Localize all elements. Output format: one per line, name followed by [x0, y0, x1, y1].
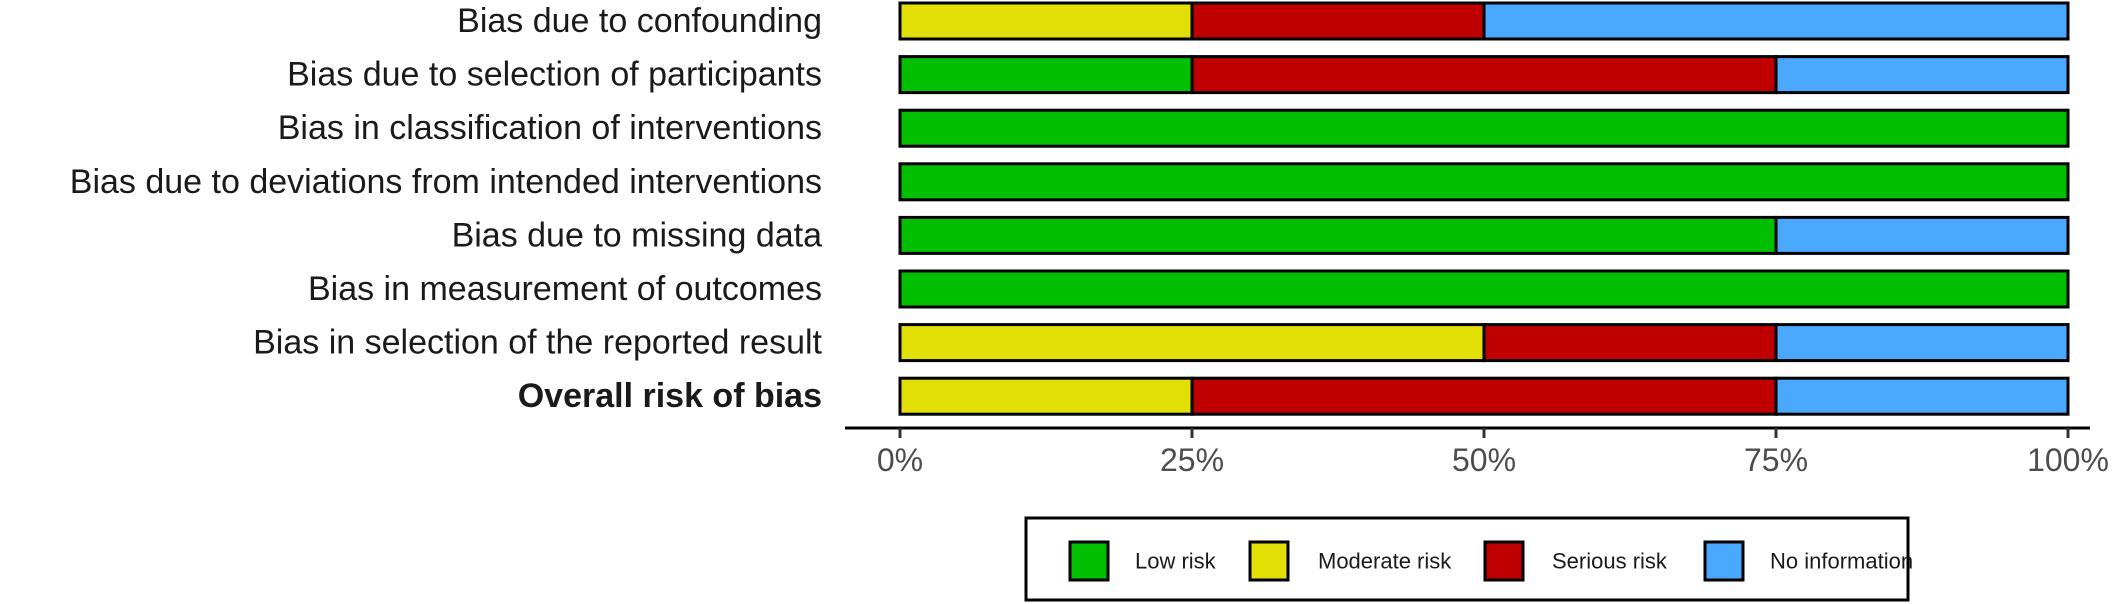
bar-segment-serious-risk-2 — [1190, 55, 1778, 95]
bar-segment-serious-risk-1 — [1190, 1, 1486, 41]
bar-segment-low-risk-6 — [898, 269, 2070, 309]
legend-key-moderate-risk — [1248, 540, 1290, 582]
x-tick-label-25: 25% — [1160, 442, 1224, 478]
legend-label-serious-risk: Serious risk — [1552, 549, 1668, 574]
legend-label-no-information: No information — [1770, 549, 1913, 574]
category-labels: Bias due to confounding Bias due to selec… — [70, 2, 823, 415]
bar-segment-no-information-5 — [1774, 215, 2070, 255]
bar-segment-serious-risk-8 — [1190, 376, 1778, 416]
x-tick-label-50: 50% — [1452, 442, 1516, 478]
x-tick-label-75: 75% — [1744, 442, 1808, 478]
legend-key-no-information — [1703, 540, 1745, 582]
category-label-bias-in-measurement-of-outcomes: Bias in measurement of outcomes — [308, 270, 822, 308]
bar-segment-moderate-risk-7 — [898, 323, 1486, 363]
bar-segment-serious-risk-7 — [1482, 323, 1778, 363]
category-label-bias-due-to-missing-data: Bias due to missing data — [452, 216, 823, 254]
bar-segment-no-information-7 — [1774, 323, 2070, 363]
legend: Low risk Moderate risk Serious risk No info… — [1024, 516, 1913, 602]
bar-segment-low-risk-3 — [898, 108, 2070, 148]
bar-segment-low-risk-5 — [898, 215, 1778, 255]
legend-key-low-risk — [1068, 540, 1110, 582]
x-tick-label-0: 0% — [877, 442, 923, 478]
bar-segment-no-information-2 — [1774, 55, 2070, 95]
bar-segment-moderate-risk-1 — [898, 1, 1194, 41]
x-axis: 0% 25% 50% 75% 100% — [845, 426, 2109, 478]
legend-label-low-risk: Low risk — [1135, 549, 1217, 574]
category-label-bias-in-classification-of-interventions: Bias in classification of interventions — [278, 109, 822, 147]
legend-box — [1024, 516, 1910, 602]
bar-segment-no-information-1 — [1482, 1, 2070, 41]
category-label-bias-due-to-confounding: Bias due to confounding — [457, 2, 822, 40]
legend-key-serious-risk — [1483, 540, 1525, 582]
category-label-bias-in-selection-of-the-reported-result: Bias in selection of the reported result — [253, 324, 822, 362]
bar-segment-moderate-risk-8 — [898, 376, 1194, 416]
category-label-bias-due-to-selection-of-participants: Bias due to selection of participants — [287, 56, 822, 94]
bar-segment-no-information-8 — [1774, 376, 2070, 416]
x-tick-label-100: 100% — [2027, 442, 2109, 478]
category-label-bias-due-to-deviations-from-intended-interventions: Bias due to deviations from intended int… — [70, 163, 822, 201]
bar-segment-low-risk-4 — [898, 162, 2070, 202]
legend-label-moderate-risk: Moderate risk — [1318, 549, 1452, 574]
bars — [898, 1, 2070, 416]
category-label-overall-risk-of-bias: Overall risk of bias — [518, 377, 822, 415]
bar-segment-low-risk-2 — [898, 55, 1194, 95]
